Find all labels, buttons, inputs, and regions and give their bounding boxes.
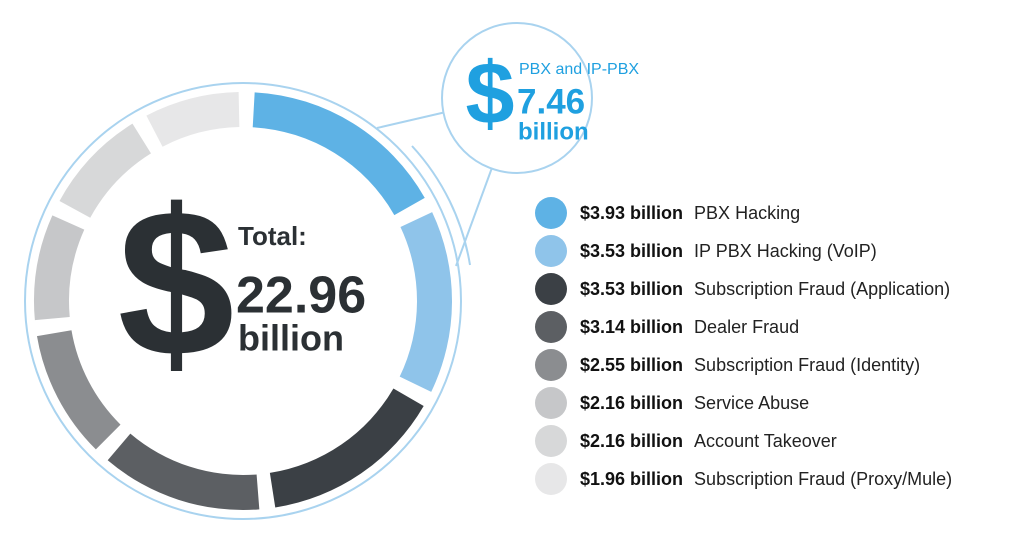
legend-swatch <box>535 235 567 267</box>
legend-value: $2.16 billion <box>580 393 683 413</box>
legend-label: Dealer Fraud <box>694 317 799 337</box>
legend-value: $3.93 billion <box>580 203 683 223</box>
legend-value: $3.53 billion <box>580 241 683 261</box>
center-unit: billion <box>238 318 344 359</box>
donut-segment <box>34 215 85 321</box>
donut-segment <box>36 330 121 450</box>
legend-value: $2.55 billion <box>580 355 683 375</box>
legend-label: IP PBX Hacking (VoIP) <box>694 241 877 261</box>
callout-label: PBX and IP-PBX <box>519 61 639 78</box>
legend-swatch <box>535 387 567 419</box>
legend-value: $1.96 billion <box>580 469 683 489</box>
callout-line <box>455 164 494 267</box>
callout-circle <box>441 22 593 174</box>
decor-arc <box>411 145 471 266</box>
donut-segment <box>269 388 424 508</box>
donut-segment <box>399 212 452 392</box>
legend-swatch <box>535 463 567 495</box>
donut-segment <box>107 433 260 510</box>
center-symbol: $ <box>118 165 235 400</box>
legend-swatch <box>535 273 567 305</box>
legend-value: $3.14 billion <box>580 317 683 337</box>
legend-value: $3.53 billion <box>580 279 683 299</box>
donut-segment <box>146 92 240 147</box>
legend-label: Account Takeover <box>694 431 837 451</box>
center-value: 22.96 <box>236 267 366 325</box>
outer-ring <box>24 82 462 520</box>
legend-swatch <box>535 311 567 343</box>
legend-label: PBX Hacking <box>694 203 800 223</box>
legend-swatch <box>535 349 567 381</box>
callout-value: 7.46 <box>517 82 585 121</box>
legend-label: Subscription Fraud (Application) <box>694 279 950 299</box>
callout-line <box>376 111 447 129</box>
center-label: Total: <box>238 221 307 251</box>
legend-value: $2.16 billion <box>580 431 683 451</box>
callout-symbol: $ <box>466 43 515 142</box>
legend-label: Subscription Fraud (Identity) <box>694 355 920 375</box>
legend-swatch <box>535 425 567 457</box>
legend-swatch <box>535 197 567 229</box>
legend-label: Subscription Fraud (Proxy/Mule) <box>694 469 952 489</box>
legend-label: Service Abuse <box>694 393 809 413</box>
callout-unit: billion <box>518 118 589 145</box>
donut-segment <box>252 92 425 216</box>
donut-segment <box>59 123 151 218</box>
